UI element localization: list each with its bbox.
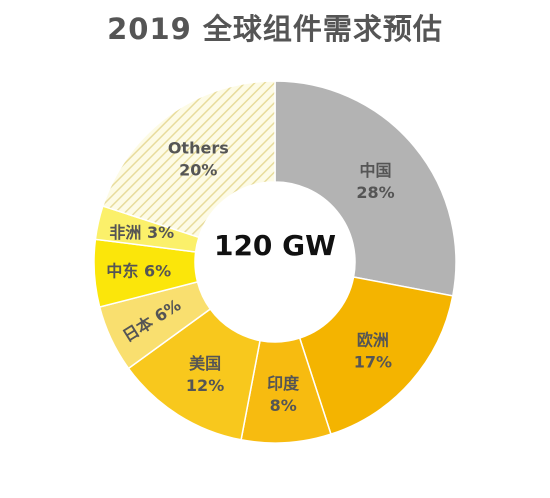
slice-label-5: 中东 6%	[106, 262, 171, 281]
center-total-label: 120 GW	[214, 229, 336, 262]
chart-title: 2019 全球组件需求预估	[107, 12, 443, 46]
slice-7	[101, 80, 276, 239]
slice-0	[274, 80, 457, 297]
slice-1	[298, 276, 454, 436]
slice-label-3: 美国 12%	[186, 354, 224, 395]
slice-label-6: 非洲 3%	[109, 223, 174, 242]
slice-label-7: Others 20%	[168, 138, 229, 179]
slice-label-0: 中国 28%	[356, 161, 394, 202]
slice-label-2: 印度 8%	[267, 374, 300, 415]
slice-label-1: 欧洲 17%	[354, 330, 392, 371]
